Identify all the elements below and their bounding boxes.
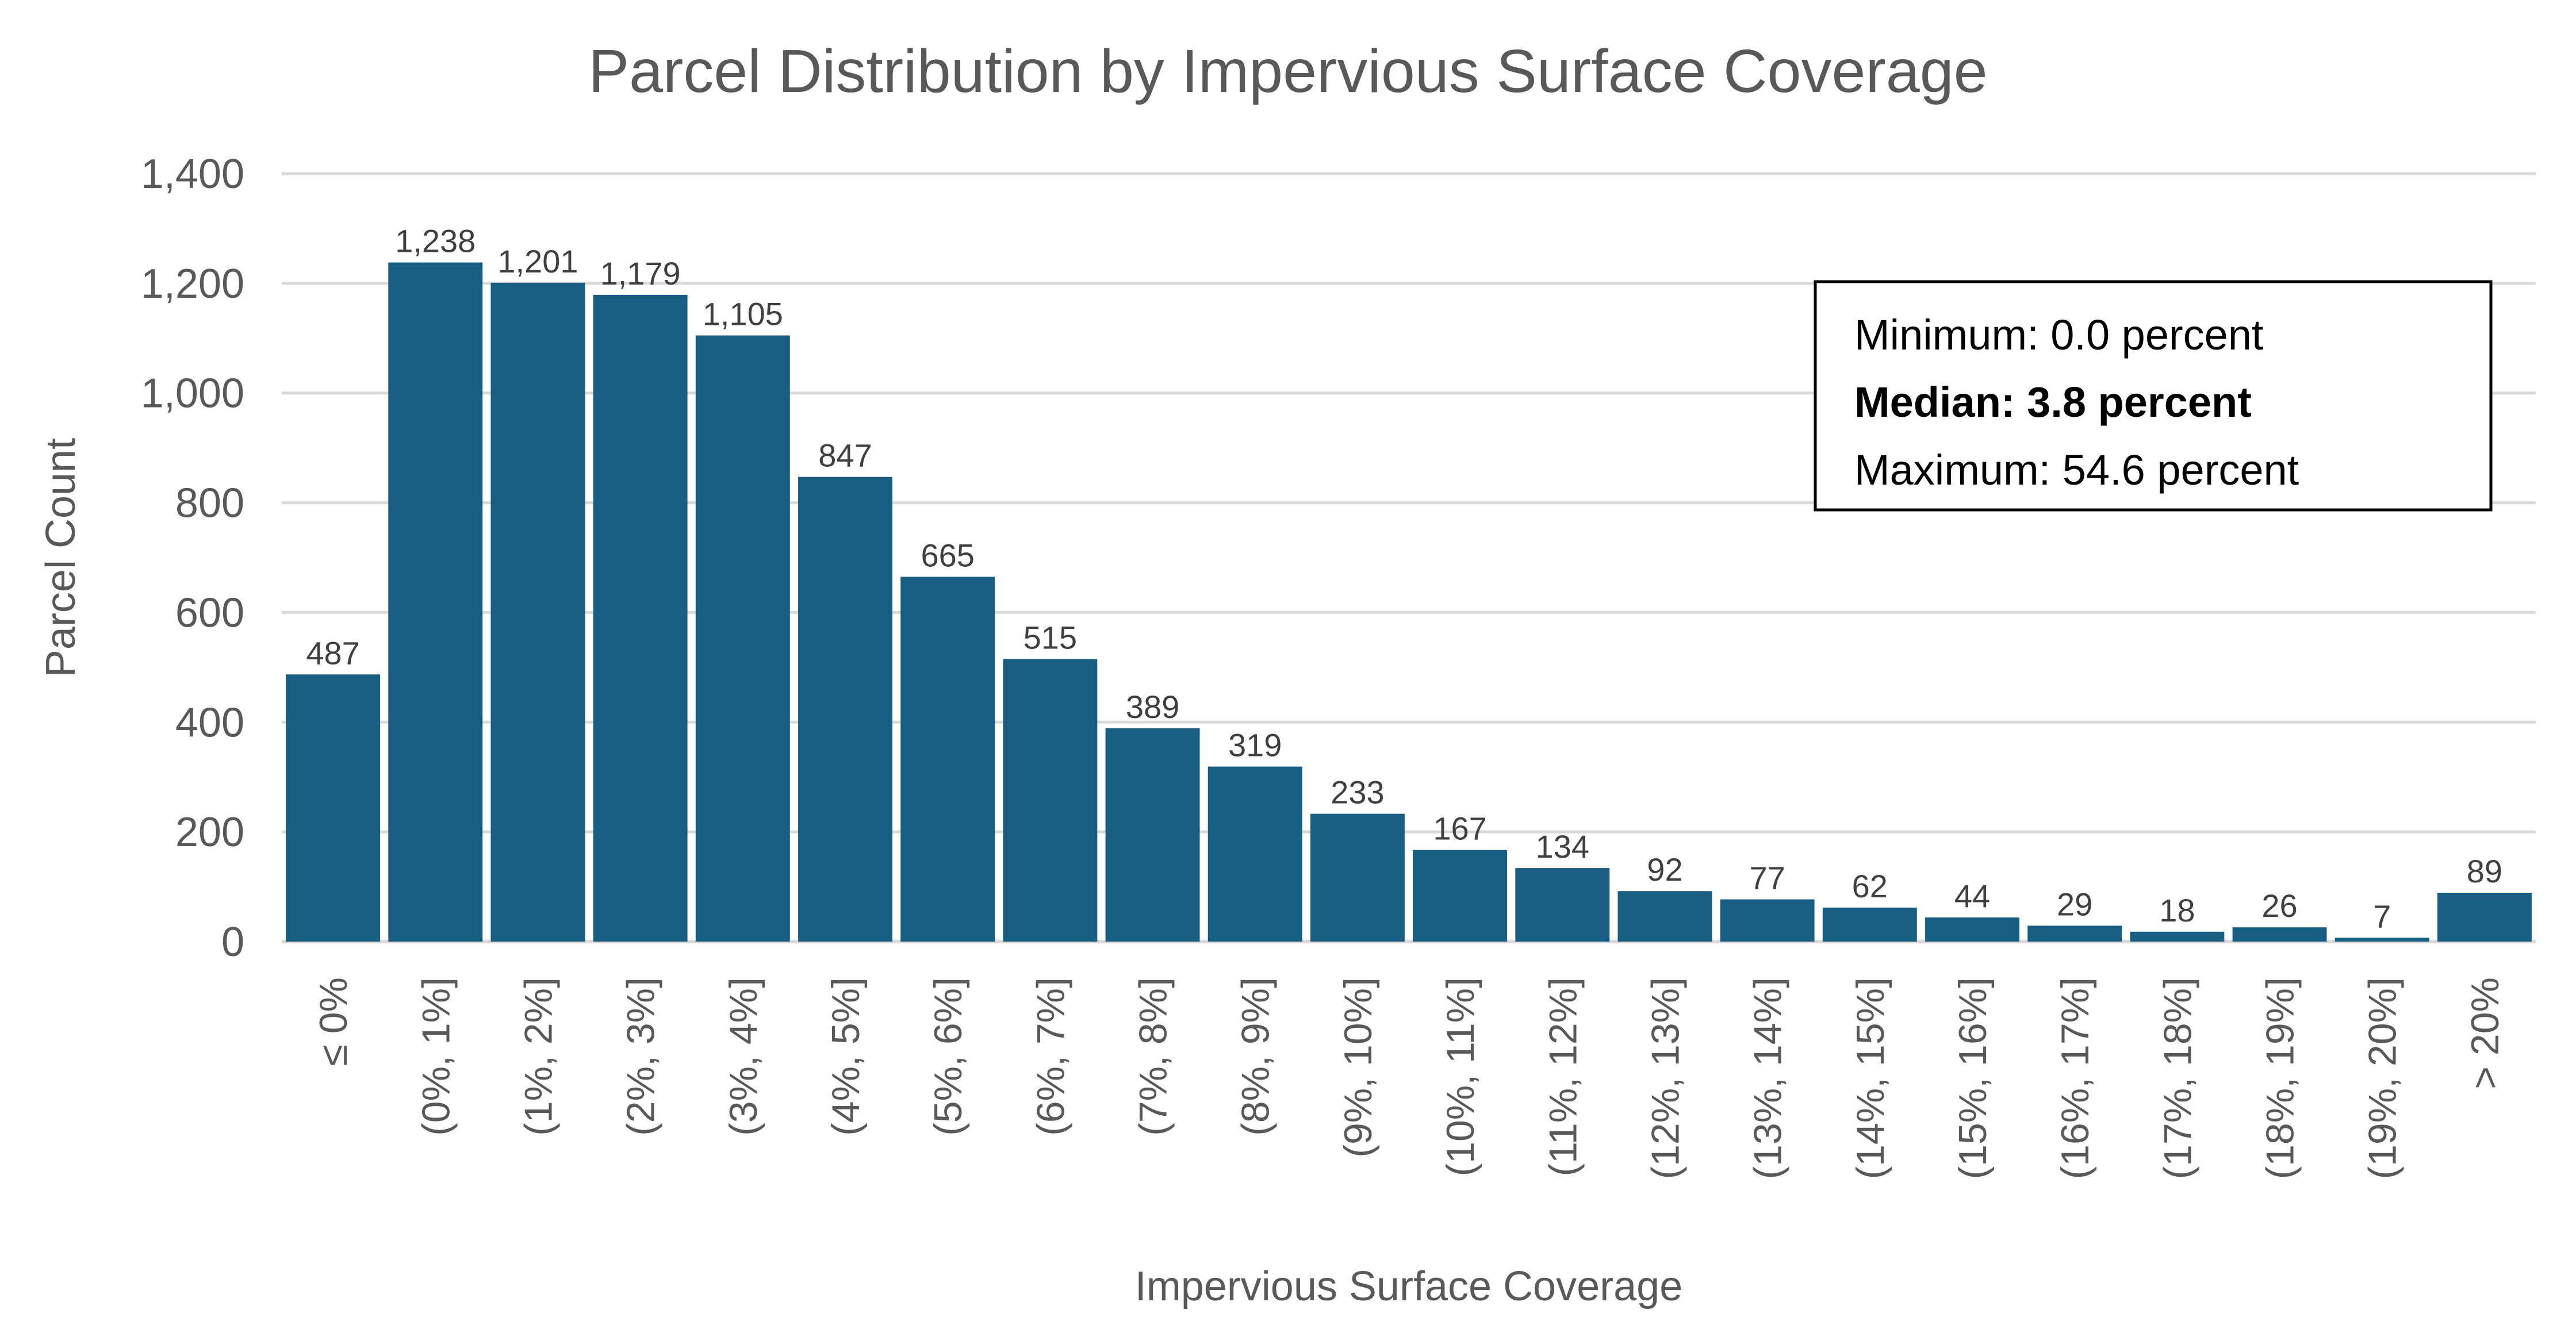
data-label: 847 (818, 437, 872, 474)
bar (2130, 931, 2225, 942)
summary-stats-box: Minimum: 0.0 percent Median: 3.8 percent… (1814, 280, 2493, 512)
y-tick-label: 200 (175, 809, 244, 855)
bar (1413, 850, 1508, 942)
x-tick-label: (13%, 14%] (1746, 977, 1790, 1180)
bar (388, 262, 483, 942)
x-tick-label: (1%, 2%] (516, 977, 560, 1136)
data-label: 7 (2373, 898, 2391, 934)
bar (900, 577, 995, 942)
y-axis-ticks: 0 200 400 600 800 1,000 1,200 1,400 (141, 151, 244, 965)
x-tick-label: (14%, 15%] (1849, 977, 1892, 1180)
bar (2437, 893, 2532, 942)
data-label: 18 (2159, 892, 2195, 928)
x-tick-label: (12%, 13%] (1643, 977, 1687, 1180)
x-tick-label: (8%, 9%] (1234, 977, 1278, 1136)
summary-stats-border (1814, 280, 2493, 512)
data-label: 487 (306, 635, 359, 671)
bar (1822, 907, 1917, 942)
x-tick-label: (17%, 18%] (2156, 977, 2199, 1180)
data-label: 1,238 (395, 223, 476, 259)
x-axis-ticks: ≤ 0% (0%, 1%] (1%, 2%] (2%, 3%] (3%, 4%] (4%,… (312, 977, 2507, 1180)
x-tick-label: (0%, 1%] (414, 977, 458, 1136)
bar (1515, 868, 1610, 942)
y-tick-label: 1,000 (141, 371, 244, 417)
bar (2334, 938, 2429, 942)
bar (1617, 891, 1712, 942)
stat-minimum: Minimum: 0.0 percent (1854, 311, 2264, 359)
x-tick-label: (2%, 3%] (619, 977, 663, 1136)
bar (1105, 728, 1200, 942)
bar (2232, 927, 2327, 942)
data-label: 665 (921, 537, 974, 573)
x-tick-label: (18%, 19%] (2259, 977, 2302, 1180)
y-tick-label: 0 (221, 919, 244, 965)
data-label: 1,201 (497, 243, 578, 279)
data-label: 233 (1331, 774, 1384, 811)
data-label: 92 (1647, 851, 1682, 888)
data-labels: 487 1,238 1,201 1,179 1,105 847 665 515 389 319 23… (306, 223, 2502, 935)
bar (695, 335, 790, 942)
bar (1720, 899, 1815, 942)
bar (2027, 926, 2122, 942)
x-tick-label: (15%, 16%] (1951, 977, 1995, 1180)
x-tick-label: > 20% (2463, 977, 2507, 1089)
data-label: 389 (1126, 689, 1179, 725)
data-label: 89 (2467, 853, 2502, 889)
data-label: 515 (1023, 620, 1077, 656)
stat-maximum: Maximum: 54.6 percent (1854, 446, 2299, 494)
data-label: 26 (2261, 888, 2297, 924)
x-tick-label: (11%, 12%] (1541, 977, 1585, 1176)
y-tick-label: 1,400 (141, 151, 244, 197)
bar (593, 294, 688, 942)
y-tick-label: 800 (175, 481, 244, 527)
y-tick-label: 400 (175, 700, 244, 746)
x-tick-label: ≤ 0% (312, 977, 355, 1066)
data-label: 29 (2057, 886, 2092, 922)
data-label: 134 (1536, 828, 1589, 865)
x-tick-label: (9%, 10%] (1336, 977, 1380, 1158)
x-tick-label: (5%, 6%] (926, 977, 970, 1136)
x-tick-label: (6%, 7%] (1029, 977, 1072, 1136)
y-axis-title: Parcel Count (38, 438, 84, 677)
x-tick-label: (16%, 17%] (2053, 977, 2097, 1180)
x-tick-label: (19%, 20%] (2361, 977, 2405, 1180)
data-label: 167 (1433, 811, 1486, 847)
chart-title: Parcel Distribution by Impervious Surfac… (588, 37, 1987, 105)
bar (798, 477, 892, 942)
x-tick-label: (3%, 4%] (722, 977, 765, 1136)
bar (1925, 917, 2019, 942)
x-tick-label: (10%, 11%] (1439, 977, 1482, 1176)
data-label: 319 (1228, 727, 1282, 763)
bar (286, 674, 381, 942)
bars (286, 262, 2532, 942)
y-tick-label: 1,200 (141, 261, 244, 307)
x-tick-label: (7%, 8%] (1132, 977, 1175, 1136)
data-label: 62 (1852, 868, 1888, 904)
x-axis-title: Impervious Surface Coverage (1135, 1264, 1682, 1310)
data-label: 1,179 (600, 255, 681, 291)
data-label: 77 (1749, 860, 1785, 896)
bar (1310, 813, 1405, 942)
bar (1208, 766, 1302, 942)
y-tick-label: 600 (175, 590, 244, 636)
data-label: 1,105 (703, 296, 783, 332)
bar (490, 282, 585, 942)
stat-median: Median: 3.8 percent (1854, 378, 2252, 426)
x-tick-label: (4%, 5%] (824, 977, 868, 1136)
bar (1003, 659, 1098, 942)
data-label: 44 (1954, 878, 1990, 914)
